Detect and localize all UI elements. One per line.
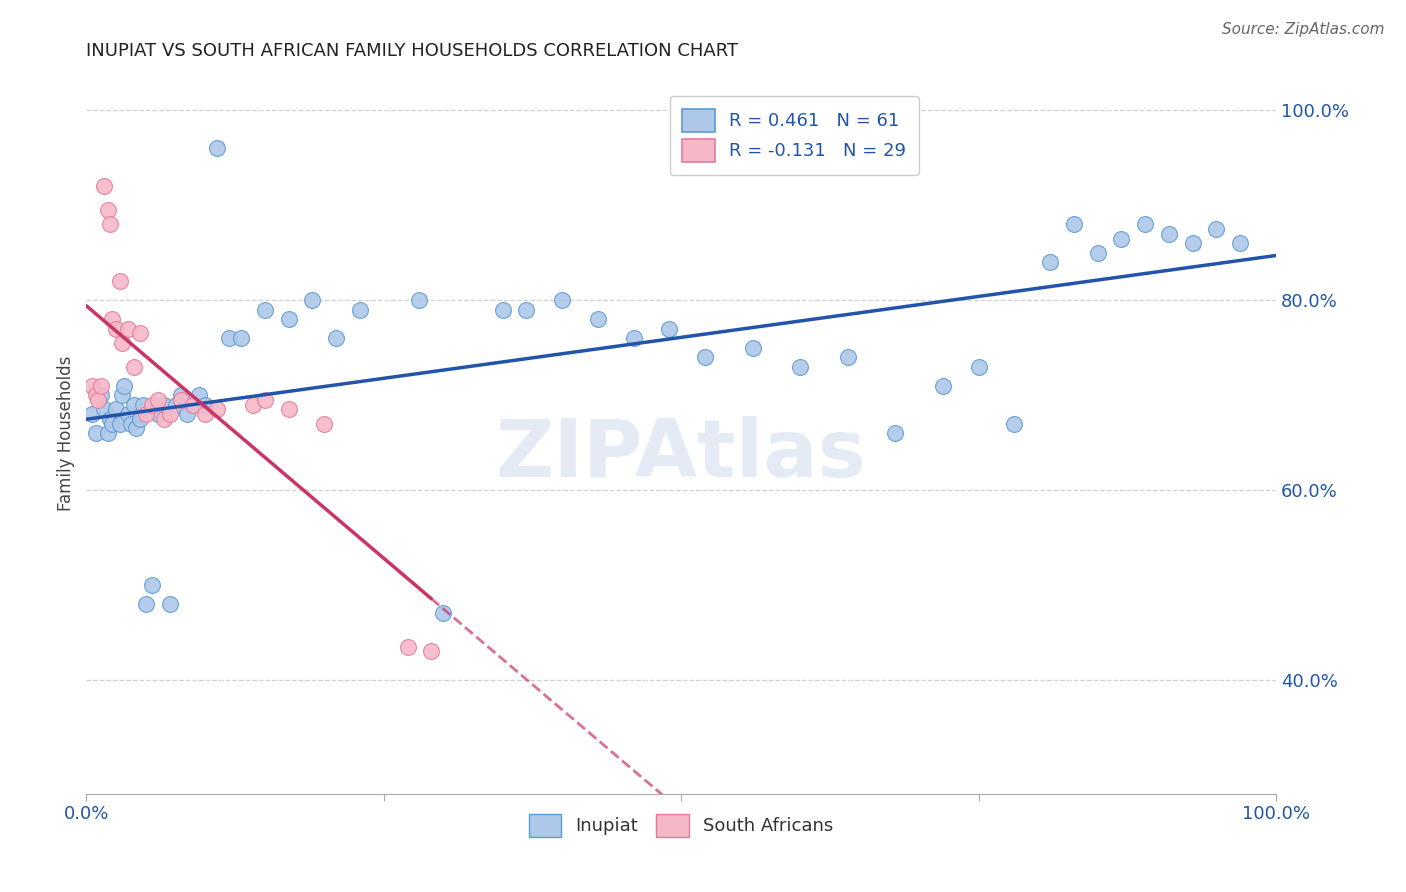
Point [90,378,112,392]
Point [90,388,112,402]
Point [586,312,609,326]
Point [218,331,240,345]
Point [492,302,515,317]
Point [98,412,121,426]
Point [82,407,104,421]
Point [121,417,143,431]
Point [1133,217,1156,231]
Point [108,274,131,288]
Point [420,644,443,658]
Point [84,425,107,440]
Point [693,350,716,364]
Point [229,331,252,345]
Point [205,402,228,417]
Point [141,398,163,412]
Point [135,407,157,421]
Point [170,392,193,407]
Point [152,412,174,426]
Point [515,302,537,317]
Point [301,293,323,308]
Text: Source: ZipAtlas.com: Source: ZipAtlas.com [1222,22,1385,37]
Point [314,417,336,431]
Point [152,398,174,412]
Point [789,359,811,374]
Point [105,402,128,417]
Text: INUPIAT VS SOUTH AFRICAN FAMILY HOUSEHOLDS CORRELATION CHART: INUPIAT VS SOUTH AFRICAN FAMILY HOUSEHOL… [86,42,738,60]
Point [408,293,430,308]
Point [128,412,150,426]
Point [1205,222,1227,236]
Text: ZIPAtlas: ZIPAtlas [496,416,866,493]
Point [97,202,120,217]
Point [325,331,347,345]
Point [396,640,419,654]
Point [176,407,198,421]
Point [205,141,228,155]
Point [253,302,276,317]
Legend: R = 0.461   N = 61, R = -0.131   N = 29: R = 0.461 N = 61, R = -0.131 N = 29 [669,95,918,175]
Point [159,597,181,611]
Point [82,378,104,392]
Point [98,217,121,231]
Point [932,378,955,392]
Point [183,398,205,412]
Point [132,398,155,412]
Point [159,407,181,421]
Point [146,407,169,421]
Point [1181,236,1204,251]
Point [349,302,371,317]
Point [122,359,145,374]
Point [122,398,145,412]
Point [84,388,107,402]
Point [1157,227,1180,241]
Point [128,326,150,341]
Point [125,421,148,435]
Point [101,312,124,326]
Point [188,388,211,402]
Point [146,392,169,407]
Point [93,179,115,194]
Point [135,597,157,611]
Point [111,388,134,402]
Point [97,425,120,440]
Point [194,407,217,421]
Point [1111,231,1133,245]
Point [87,392,110,407]
Point [253,392,276,407]
Point [884,425,907,440]
Point [551,293,574,308]
Point [165,398,187,412]
Point [837,350,859,364]
Point [277,312,299,326]
Point [967,359,990,374]
Point [1039,255,1062,269]
Point [105,321,128,335]
Point [658,321,681,335]
Point [183,398,205,412]
Point [111,335,134,350]
Point [112,378,135,392]
Point [1063,217,1085,231]
Point [93,402,115,417]
Point [117,321,139,335]
Point [141,578,163,592]
Point [242,398,264,412]
Point [1087,245,1109,260]
Point [741,341,763,355]
Point [117,407,139,421]
Point [1229,236,1251,251]
Point [277,402,299,417]
Point [170,388,193,402]
Point [101,417,124,431]
Y-axis label: Family Households: Family Households [58,355,75,511]
Point [1002,417,1025,431]
Point [623,331,645,345]
Point [432,607,454,621]
Point [194,398,217,412]
Point [108,417,131,431]
